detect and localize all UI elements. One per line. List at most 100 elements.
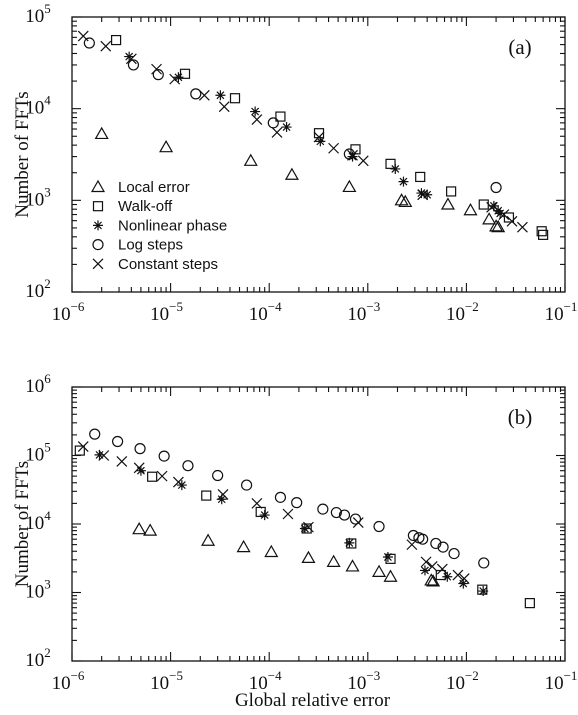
triangle-marker [201,533,216,546]
triangle-marker [132,521,147,535]
asterisk-marker [94,449,105,460]
triangle-marker [326,554,341,567]
plot-frame [71,386,566,662]
cross-marker [100,40,112,52]
asterisk-marker [315,136,326,147]
cross-marker [506,215,518,227]
x-tick-label: 10−3 [347,299,380,325]
panel-label: (a) [508,35,531,59]
data-point [218,101,230,113]
data-point [158,450,170,462]
data-point [490,181,502,194]
cross-marker [217,489,229,500]
square-marker [74,445,85,456]
cross-marker [436,563,448,575]
circle-marker [274,491,287,503]
data-point [216,494,227,505]
x-tick-label: 10−6 [52,299,85,325]
circle-marker [349,513,362,525]
square-marker [229,93,241,104]
circle-marker [338,509,351,521]
triangle-marker [301,550,316,563]
triangle-marker [264,544,279,558]
data-point [267,117,279,129]
cross-marker [406,539,418,551]
data-point [89,428,101,440]
data-point [347,151,358,162]
x-tick-label: 10−1 [545,299,578,325]
cross-marker [77,30,89,42]
cross-marker [417,189,429,201]
asterisk-marker [495,208,506,219]
legend-entry: Nonlinear phase [93,217,227,234]
data-point [478,586,489,597]
data-point [407,529,419,542]
cross-marker [352,517,364,528]
asterisk-marker [347,151,358,162]
data-point [74,445,85,456]
data-point [159,139,174,153]
data-point [110,34,122,46]
cross-marker [271,127,283,138]
data-point [452,569,464,581]
data-point [303,521,314,533]
asterisk-marker [250,106,261,117]
circle-marker [291,497,303,509]
square-marker [110,34,122,46]
data-point [151,63,162,75]
series-log-steps [89,428,490,569]
circle-marker [437,541,449,553]
asterisk-marker [299,523,310,534]
y-axis-label: Number of FFTs [12,461,33,587]
triangle-marker [243,153,258,166]
triangle-marker [90,179,106,193]
cross-marker [116,455,128,467]
asterisk-marker [281,122,292,133]
asterisk-marker [215,90,226,101]
data-point [190,88,202,100]
triangle-marker [491,219,506,233]
circle-marker [407,529,419,542]
data-point [517,221,528,233]
series-nonlinear-phase [94,449,489,597]
cross-marker [458,573,470,584]
data-point [482,212,497,225]
cross-marker [125,53,137,65]
data-point [274,491,287,503]
data-point [132,521,147,535]
asterisk-marker [173,72,184,83]
triangle-marker [482,212,497,225]
circle-marker [158,450,170,462]
data-point [299,523,310,534]
cross-marker [169,73,181,85]
data-point [83,37,95,49]
data-point [215,90,226,101]
data-point [182,460,194,472]
y-tick-label: 106 [25,371,51,397]
data-point [284,167,299,180]
data-point [486,201,497,213]
data-point [328,142,340,154]
data-point [506,215,518,227]
panel-label: (b) [508,405,533,429]
triangle-marker [94,126,109,140]
circle-marker [478,557,490,569]
square-marker [503,212,515,223]
data-point [301,550,316,563]
data-point [169,73,181,85]
y-tick-label: 102 [25,276,51,302]
legend-label: Local error [118,179,190,196]
data-point [349,513,362,525]
legend: Local error Walk-off Nonlinear phase Log st… [90,179,227,273]
triangle-marker [383,569,398,582]
y-tick-label: 103 [25,577,51,603]
y-tick-label: 103 [25,184,51,210]
triangle-marker [372,564,387,577]
cross-marker [517,221,528,233]
cross-marker [151,63,162,75]
cross-marker [328,142,340,154]
asterisk-marker [93,220,103,231]
cross-marker [282,508,294,520]
cross-marker [452,569,464,581]
